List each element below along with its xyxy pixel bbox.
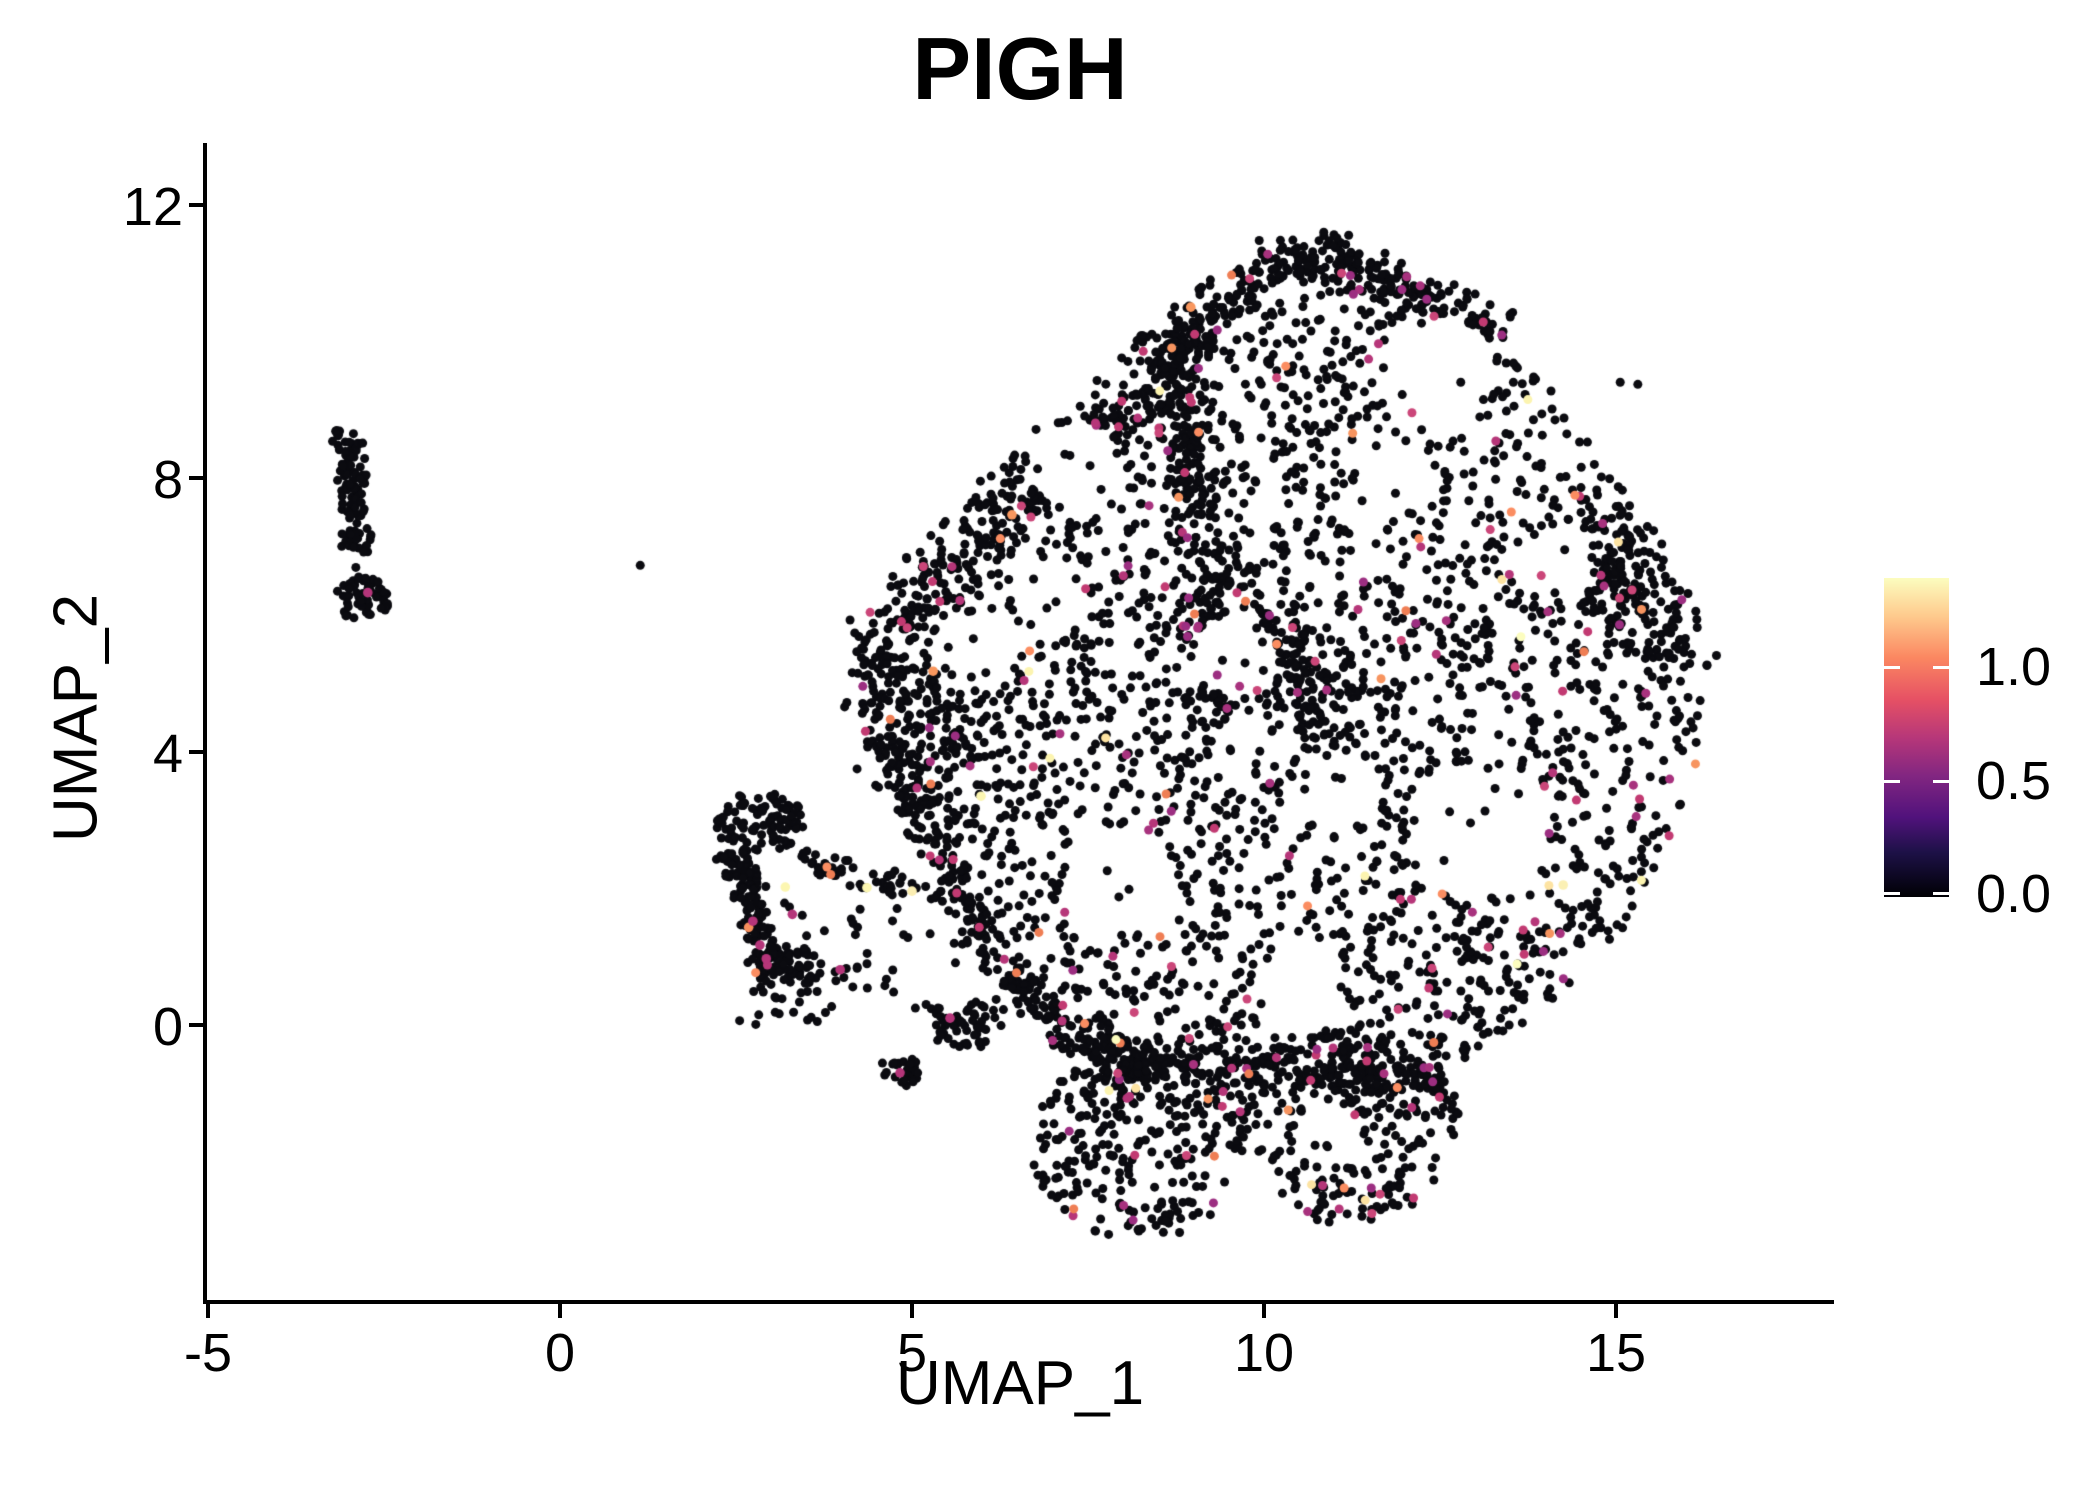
y-tick — [189, 476, 203, 480]
x-tick-label: 15 — [1585, 1323, 1647, 1383]
colorbar-tick — [1933, 780, 1949, 783]
x-tick — [1614, 1304, 1618, 1318]
x-tick — [910, 1304, 914, 1318]
colorbar-tick — [1884, 780, 1900, 783]
colorbar-label: 0.0 — [1976, 864, 2052, 924]
y-tick-label: 0 — [152, 997, 183, 1057]
colorbar-gradient — [1884, 578, 1949, 897]
x-axis-title: UMAP_1 — [895, 1349, 1145, 1418]
colorbar-label: 0.5 — [1976, 751, 2052, 811]
y-tick-label: 12 — [122, 177, 183, 237]
x-tick-label: -5 — [183, 1323, 232, 1383]
y-tick — [189, 1023, 203, 1027]
colorbar-tick — [1933, 892, 1949, 895]
y-axis-title: UMAP_2 — [41, 593, 111, 843]
colorbar-label: 1.0 — [1976, 637, 2052, 697]
colorbar-tick — [1884, 666, 1900, 669]
y-tick-label: 4 — [152, 724, 183, 784]
x-tick-label: 5 — [896, 1323, 928, 1383]
y-axis-line — [203, 143, 207, 1304]
colorbar-tick — [1884, 892, 1900, 895]
y-tick — [189, 750, 203, 754]
x-tick — [558, 1304, 562, 1318]
colorbar-tick — [1933, 666, 1949, 669]
x-tick-label: 0 — [544, 1323, 576, 1383]
y-tick — [189, 203, 203, 207]
x-tick — [206, 1304, 210, 1318]
x-axis-line — [203, 1300, 1834, 1304]
x-tick-label: 10 — [1233, 1323, 1295, 1383]
y-tick-label: 8 — [152, 450, 183, 510]
x-tick — [1262, 1304, 1266, 1318]
page-title: PIGH — [912, 19, 1128, 118]
